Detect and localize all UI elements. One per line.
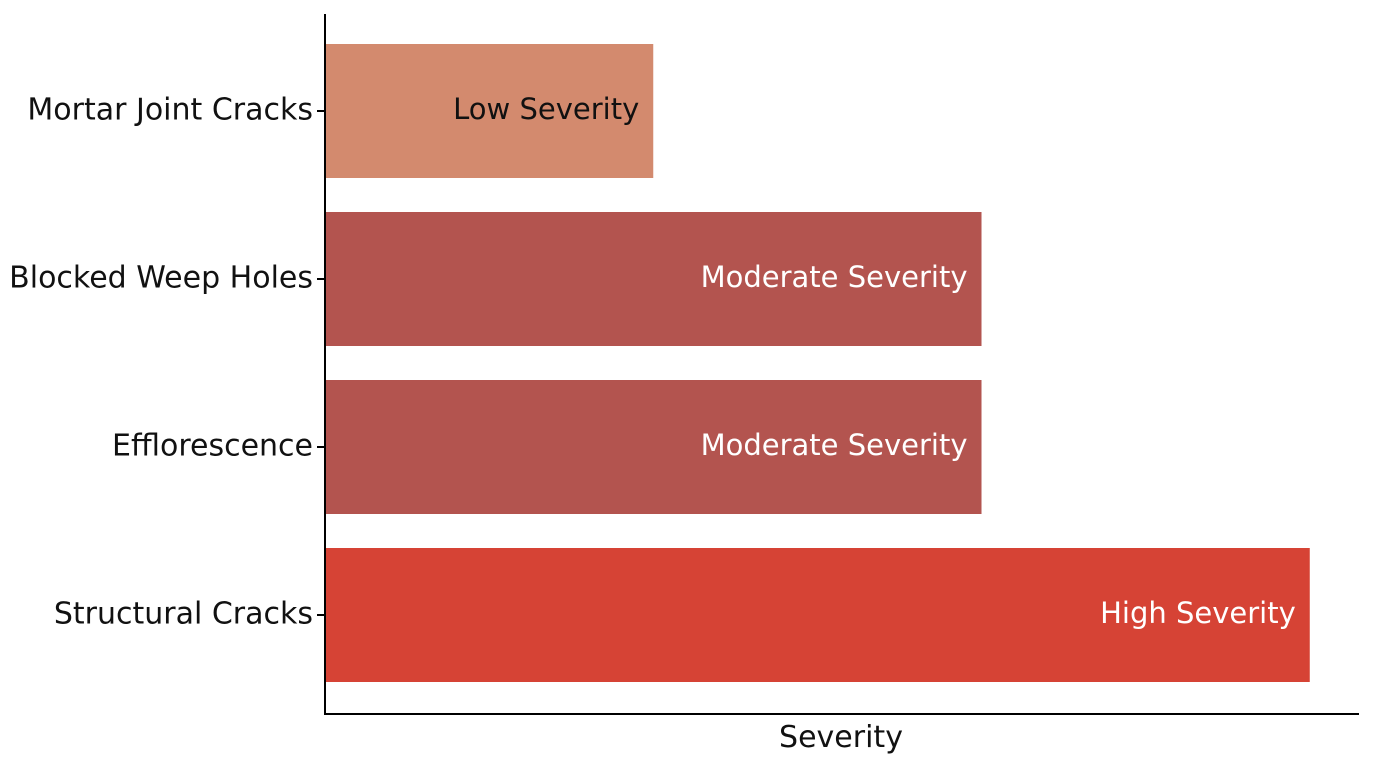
y-tick-label-mortar-joint-cracks: Mortar Joint Cracks xyxy=(27,93,313,128)
y-tick-label-structural-cracks: Structural Cracks xyxy=(54,597,313,632)
data-label-structural-cracks: High Severity xyxy=(1100,596,1296,630)
bar-structural-cracks xyxy=(325,548,1310,682)
data-label-mortar-joint-cracks: Low Severity xyxy=(453,92,639,126)
bars-group: Low Severity Moderate Severity Moderate Se… xyxy=(325,44,1310,682)
y-tick-label-efflorescence: Efflorescence xyxy=(112,429,313,464)
bar-efflorescence xyxy=(325,380,982,514)
data-label-efflorescence: Moderate Severity xyxy=(701,428,968,462)
data-label-blocked-weep-holes: Moderate Severity xyxy=(701,260,968,294)
bar-blocked-weep-holes xyxy=(325,212,982,346)
y-ticks-group: Mortar Joint Cracks Blocked Weep Holes Eff… xyxy=(9,93,325,632)
bar-mortar-joint-cracks xyxy=(325,44,654,178)
x-axis-label: Severity xyxy=(779,720,903,755)
y-tick-label-blocked-weep-holes: Blocked Weep Holes xyxy=(9,261,313,296)
